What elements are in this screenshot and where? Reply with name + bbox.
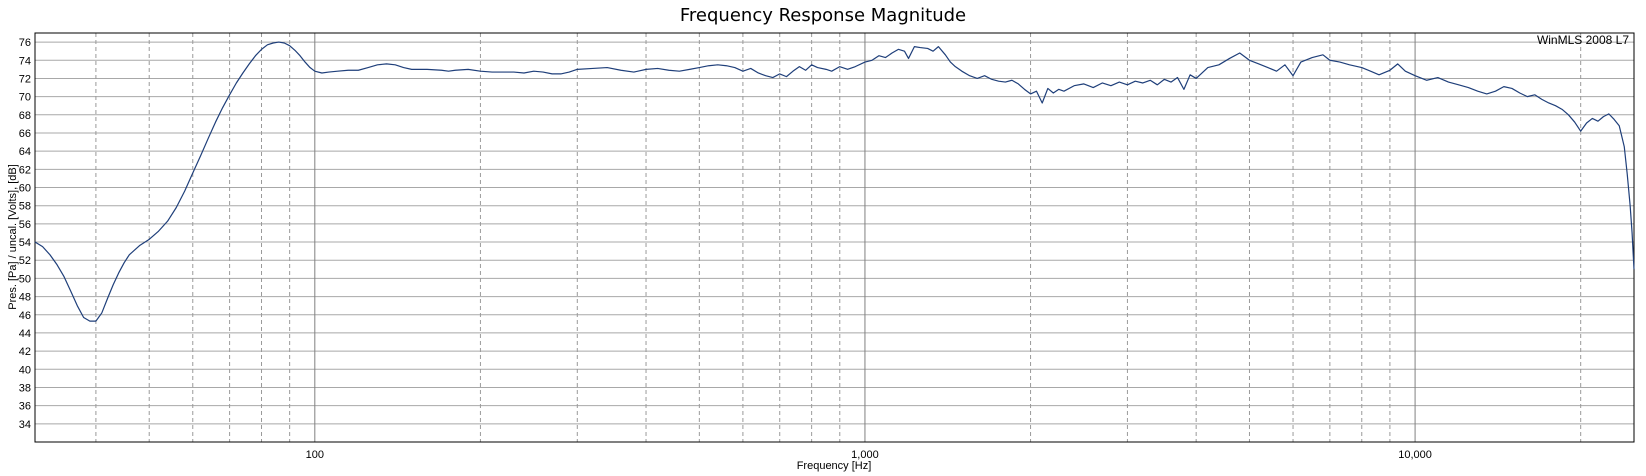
y-tick-label: 76 [19,37,31,49]
y-tick-label: 48 [19,292,31,304]
y-axis-label: Pres. [Pa] / uncal. [Volts], [dB] [7,164,19,310]
y-tick-label: 56 [19,219,31,231]
x-axis-label: Frequency [Hz] [797,460,872,472]
x-tick-label: 10,000 [1398,449,1432,461]
x-tick-label: 100 [306,449,324,461]
y-tick-label: 74 [19,55,31,67]
y-tick-label: 66 [19,128,31,140]
y-tick-label: 36 [19,401,31,413]
y-tick-label: 46 [19,310,31,322]
y-tick-label: 68 [19,110,31,122]
chart-title: Frequency Response Magnitude [680,5,966,26]
y-tick-label: 42 [19,346,31,358]
y-tick-label: 60 [19,183,31,195]
response-curve [34,41,1635,322]
y-tick-labels: 34 36 38 40 42 44 46 48 50 52 54 56 58 60 62 64 66 68 70 72… [19,37,31,431]
x-tick-label: 1,000 [851,449,879,461]
x-tick-labels: 100 1,000 10,000 [306,449,1432,461]
y-tick-label: 72 [19,73,31,85]
y-tick-label: 50 [19,273,31,285]
series-layer [34,41,1635,322]
y-tick-label: 44 [19,328,31,340]
y-tick-label: 70 [19,92,31,104]
y-tick-label: 58 [19,201,31,213]
y-tick-label: 34 [19,419,31,431]
y-tick-label: 40 [19,364,31,376]
grid-layer [35,33,1634,442]
y-tick-label: 64 [19,146,31,158]
watermark: WinMLS 2008 L7 [1537,33,1629,47]
y-tick-label: 54 [19,237,31,249]
plot-area [34,32,1635,443]
y-tick-label: 38 [19,382,31,394]
y-tick-label: 52 [19,255,31,267]
y-tick-label: 62 [19,164,31,176]
